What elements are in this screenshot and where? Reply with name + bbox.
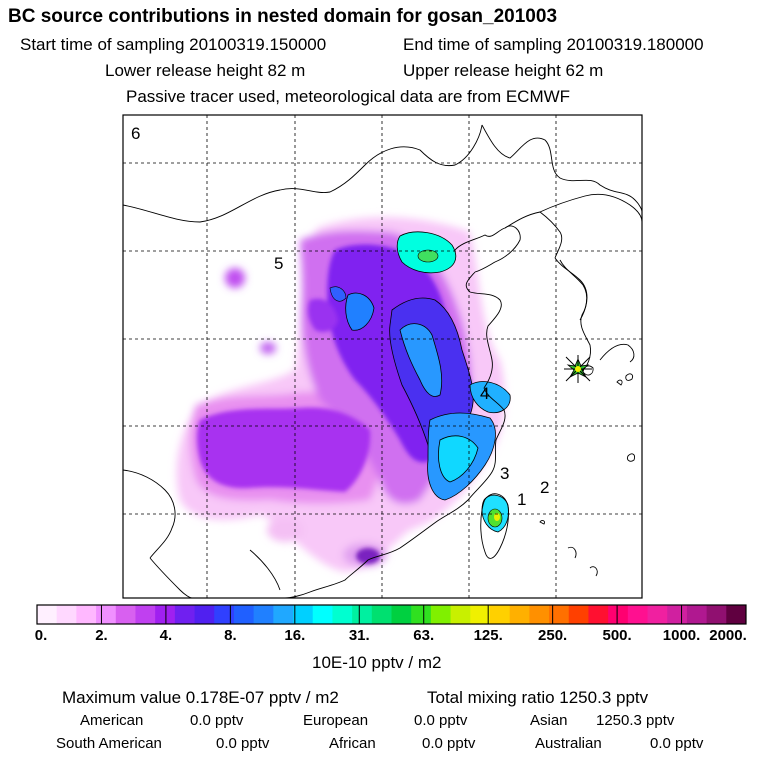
colorbar [36, 604, 747, 625]
receptor-star-icon [564, 355, 592, 383]
colorbar-unit-label: 10E-10 pptv / m2 [312, 653, 442, 672]
african-value: 0.0 pptv [422, 735, 476, 752]
region-label-6: 6 [131, 124, 140, 143]
colorbar-tick-label: 63. [413, 627, 435, 644]
region-label-2: 2 [540, 478, 549, 497]
upper-release-height: Upper release height 62 m [403, 61, 604, 80]
colorbar-swatch [37, 605, 58, 624]
colorbar-tick-label: 1000. [662, 627, 701, 644]
colorbar-swatch [96, 605, 117, 624]
lower-release-height: Lower release height 82 m [105, 61, 306, 80]
colorbar-swatch [549, 605, 570, 624]
colorbar-swatch [509, 605, 530, 624]
coastlines [123, 124, 642, 598]
american-value: 0.0 pptv [190, 712, 244, 729]
colorbar-swatch [233, 605, 255, 624]
colorbar-swatch [529, 605, 550, 624]
tracer-note: Passive tracer used, meteorological data… [126, 87, 571, 106]
colorbar-swatch [371, 605, 392, 624]
colorbar-swatch [194, 605, 215, 624]
colorbar-swatch [273, 605, 294, 624]
colorbar-swatch [115, 605, 136, 624]
colorbar-swatch [588, 605, 609, 624]
colorbar-swatch [726, 605, 747, 624]
colorbar-swatch [411, 605, 432, 624]
european-value: 0.0 pptv [414, 712, 468, 729]
colorbar-swatch [214, 605, 235, 624]
australian-value: 0.0 pptv [650, 735, 704, 752]
colorbar-swatch [667, 605, 688, 624]
colorbar-swatch [135, 605, 156, 624]
colorbar-swatch [430, 605, 452, 624]
map-plot-area [123, 115, 642, 598]
sampling-start-time: Start time of sampling 20100319.150000 [20, 35, 327, 54]
colorbar-tick-label: 8. [224, 627, 237, 644]
american-label: American [80, 712, 144, 729]
european-label: European [303, 712, 369, 729]
colorbar-swatch [155, 605, 176, 624]
colorbar-swatch [391, 605, 412, 624]
region-labels: 1 2 3 4 5 6 [131, 124, 549, 509]
colorbar-swatch [568, 605, 589, 624]
colorbar-swatch [470, 605, 491, 624]
colorbar-swatch [647, 605, 668, 624]
colorbar-tick-label: 2. [95, 627, 108, 644]
south-american-value: 0.0 pptv [216, 735, 270, 752]
sampling-end-time: End time of sampling 20100319.180000 [403, 35, 704, 54]
colorbar-frame [36, 604, 747, 625]
colorbar-tick-label: 4. [159, 627, 173, 644]
colorbar-swatch [627, 605, 649, 624]
colorbar-swatch [293, 605, 314, 624]
total-mixing-ratio: Total mixing ratio 1250.3 pptv [427, 688, 649, 707]
south-american-label: South American [56, 735, 162, 752]
colorbar-swatch [706, 605, 727, 624]
lat-lon-grid [123, 115, 642, 598]
colorbar-swatch [56, 605, 77, 624]
map-frame [122, 114, 643, 599]
colorbar-swatch [489, 605, 511, 624]
colorbar-tick-label: 2000. [709, 627, 747, 644]
region-label-5: 5 [274, 254, 283, 273]
contribution-field-high [329, 231, 511, 533]
colorbar-swatch [253, 605, 274, 624]
chart-title: BC source contributions in nested domain… [8, 6, 558, 27]
colorbar-tick-label: 500. [602, 627, 632, 644]
colorbar-tick-label: 125. [473, 627, 503, 644]
region-label-4: 4 [480, 384, 489, 403]
colorbar-tick-label: 250. [538, 627, 568, 644]
region-label-1: 1 [517, 490, 526, 509]
colorbar-swatch [608, 605, 629, 624]
colorbar-swatch [352, 605, 373, 624]
colorbar-swatch [312, 605, 333, 624]
asian-value: 1250.3 pptv [596, 712, 675, 729]
australian-label: Australian [535, 735, 602, 752]
maximum-value: Maximum value 0.178E-07 pptv / m2 [62, 688, 339, 707]
colorbar-tick-label: 0. [34, 627, 48, 644]
asian-label: Asian [530, 712, 568, 729]
colorbar-swatch [332, 605, 353, 624]
colorbar-swatch [76, 605, 97, 624]
colorbar-tick-label: 31. [348, 627, 370, 644]
region-label-3: 3 [500, 464, 509, 483]
african-label: African [329, 735, 376, 752]
colorbar-swatch [686, 605, 708, 624]
colorbar-swatch [450, 605, 471, 624]
colorbar-tick-label: 16. [284, 627, 306, 644]
colorbar-swatch [174, 605, 196, 624]
